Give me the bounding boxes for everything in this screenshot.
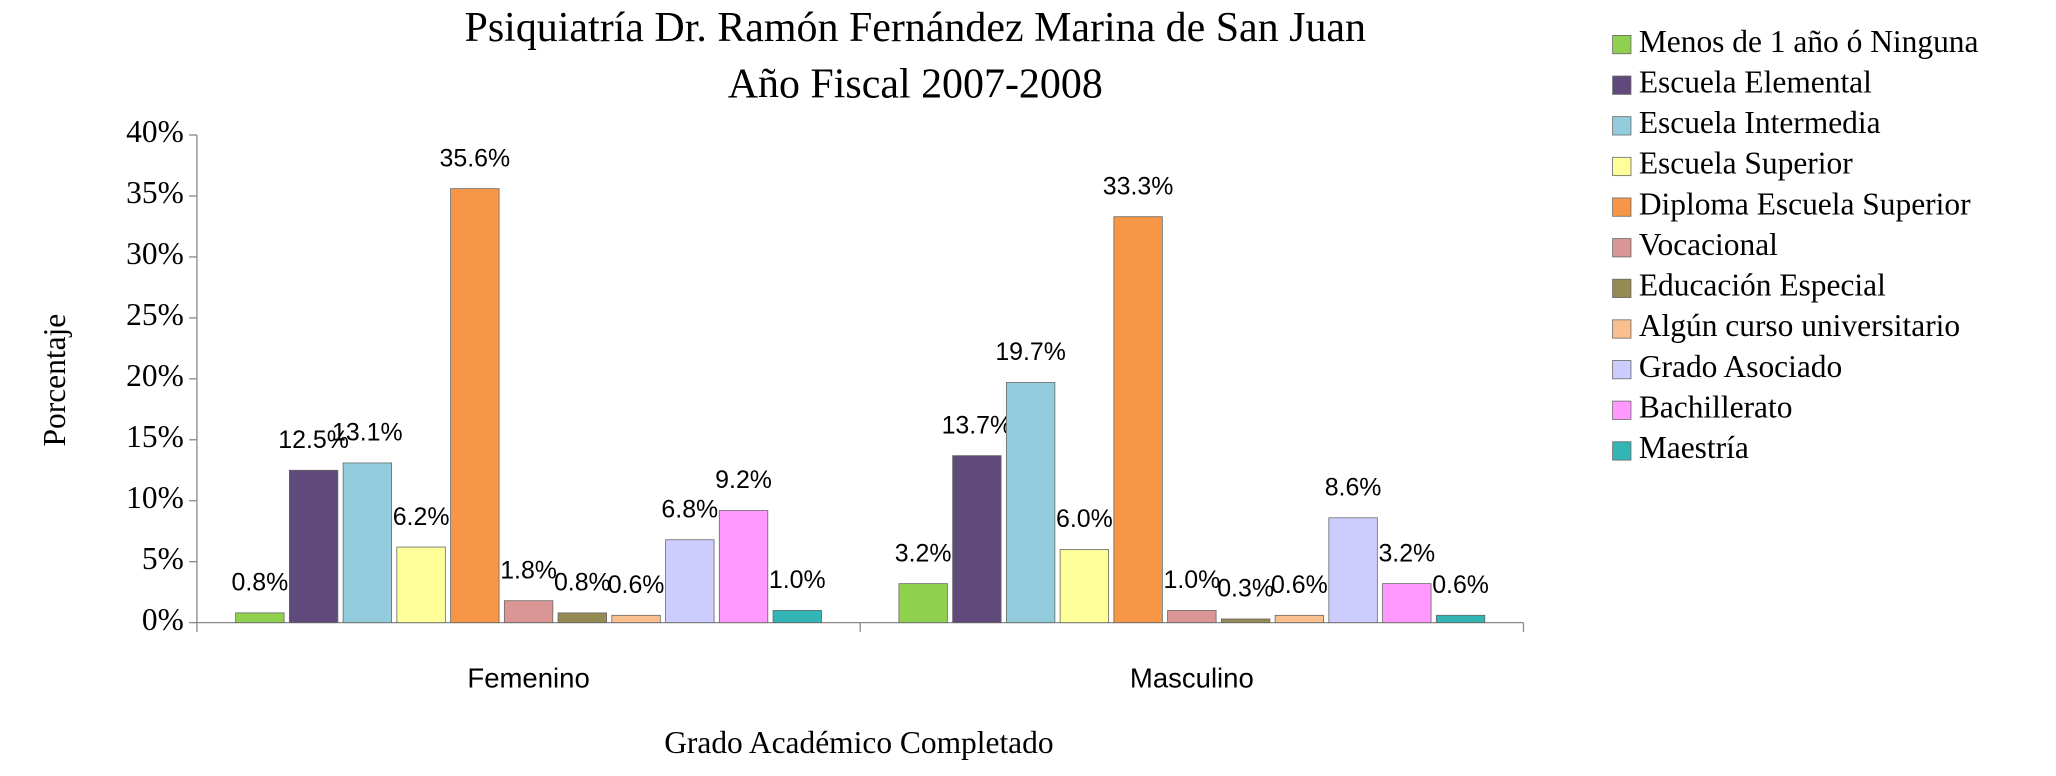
data-label: 13.1%: [332, 419, 403, 447]
y-tick-label: 10%: [126, 480, 184, 515]
bar: [557, 612, 607, 624]
legend-swatch: [1612, 238, 1632, 258]
data-label: 1.0%: [1163, 566, 1220, 594]
legend-label: Vocacional: [1639, 227, 1778, 262]
legend-swatch: [1612, 400, 1632, 420]
legend-swatch: [1612, 319, 1632, 339]
bar: [952, 455, 1002, 624]
data-label: 8.6%: [1325, 474, 1382, 502]
data-label: 1.0%: [769, 566, 826, 594]
data-label: 6.2%: [393, 503, 450, 531]
data-label: 0.3%: [1217, 575, 1274, 603]
legend-label: Bachillerato: [1639, 390, 1793, 425]
bar: [1274, 614, 1324, 624]
legend-label: Escuela Superior: [1639, 146, 1853, 181]
data-label: 3.2%: [895, 539, 952, 567]
x-tick-label: Femenino: [467, 663, 589, 694]
data-label: 6.8%: [661, 495, 718, 523]
bar: [1005, 382, 1056, 624]
bar: [1435, 614, 1486, 624]
legend-swatch: [1612, 34, 1632, 55]
data-label: 0.8%: [231, 569, 288, 597]
legend-swatch: [1612, 278, 1632, 298]
legend-label: Educación Especial: [1639, 268, 1886, 303]
data-label: 0.6%: [1271, 571, 1328, 599]
legend-label: Maestría: [1639, 430, 1749, 465]
bar: [1167, 610, 1217, 624]
data-label: 19.7%: [995, 338, 1066, 366]
legend-label: Algún curso universitario: [1639, 308, 1960, 343]
legend-label: Diploma Escuela Superior: [1639, 186, 1971, 221]
legend-swatch: [1612, 156, 1632, 177]
data-label: 6.0%: [1056, 505, 1113, 533]
bar: [665, 539, 715, 624]
data-label: 33.3%: [1103, 172, 1174, 200]
y-tick-label: 30%: [126, 236, 184, 271]
data-label: 1.8%: [500, 556, 557, 584]
y-tick-label: 25%: [126, 297, 184, 332]
bar: [898, 583, 948, 624]
y-tick-label: 5%: [142, 541, 184, 576]
bar: [611, 614, 661, 624]
legend-swatch: [1612, 360, 1632, 380]
bar: [288, 469, 339, 624]
legend-label: Escuela Intermedia: [1639, 105, 1881, 140]
y-axis-title: Porcentaje: [37, 314, 72, 447]
bar: [772, 610, 822, 624]
legend-label: Escuela Elemental: [1639, 64, 1872, 99]
legend-label: Grado Asociado: [1639, 349, 1842, 384]
y-tick-label: 15%: [126, 419, 184, 454]
bar: [342, 462, 392, 624]
legend-label: Menos de 1 año ó Ninguna: [1639, 24, 1979, 59]
data-label: 0.6%: [1432, 571, 1489, 599]
x-tick-label: Masculino: [1130, 663, 1254, 694]
bar: [1382, 583, 1432, 624]
y-tick-label: 35%: [126, 175, 184, 210]
bar: [503, 600, 554, 624]
bar: [1059, 549, 1110, 624]
bar: [1113, 216, 1163, 624]
legend-swatch: [1612, 116, 1632, 136]
bar: [450, 188, 500, 624]
chart-title: Año Fiscal 2007-2008: [728, 61, 1103, 107]
legend-swatch: [1612, 75, 1632, 95]
data-label: 0.6%: [608, 571, 665, 599]
data-label: 13.7%: [942, 411, 1013, 439]
data-label: 3.2%: [1378, 539, 1435, 567]
data-label: 35.6%: [440, 144, 511, 172]
bar: [1328, 517, 1378, 624]
y-tick-label: 40%: [126, 114, 184, 149]
bar: [718, 510, 769, 624]
legend-swatch: [1612, 441, 1632, 461]
data-label: 12.5%: [278, 426, 349, 454]
y-tick-label: 20%: [126, 358, 184, 393]
x-axis-title: Grado Académico Completado: [664, 725, 1053, 760]
y-tick-label: 0%: [142, 602, 184, 637]
bar: [396, 546, 446, 624]
bar: [235, 612, 285, 624]
legend-swatch: [1612, 197, 1632, 217]
chart-title: Psiquiatría Dr. Ramón Fernández Marina d…: [465, 5, 1366, 51]
data-label: 9.2%: [715, 466, 772, 494]
data-label: 0.8%: [554, 569, 611, 597]
bar: [1220, 618, 1271, 624]
